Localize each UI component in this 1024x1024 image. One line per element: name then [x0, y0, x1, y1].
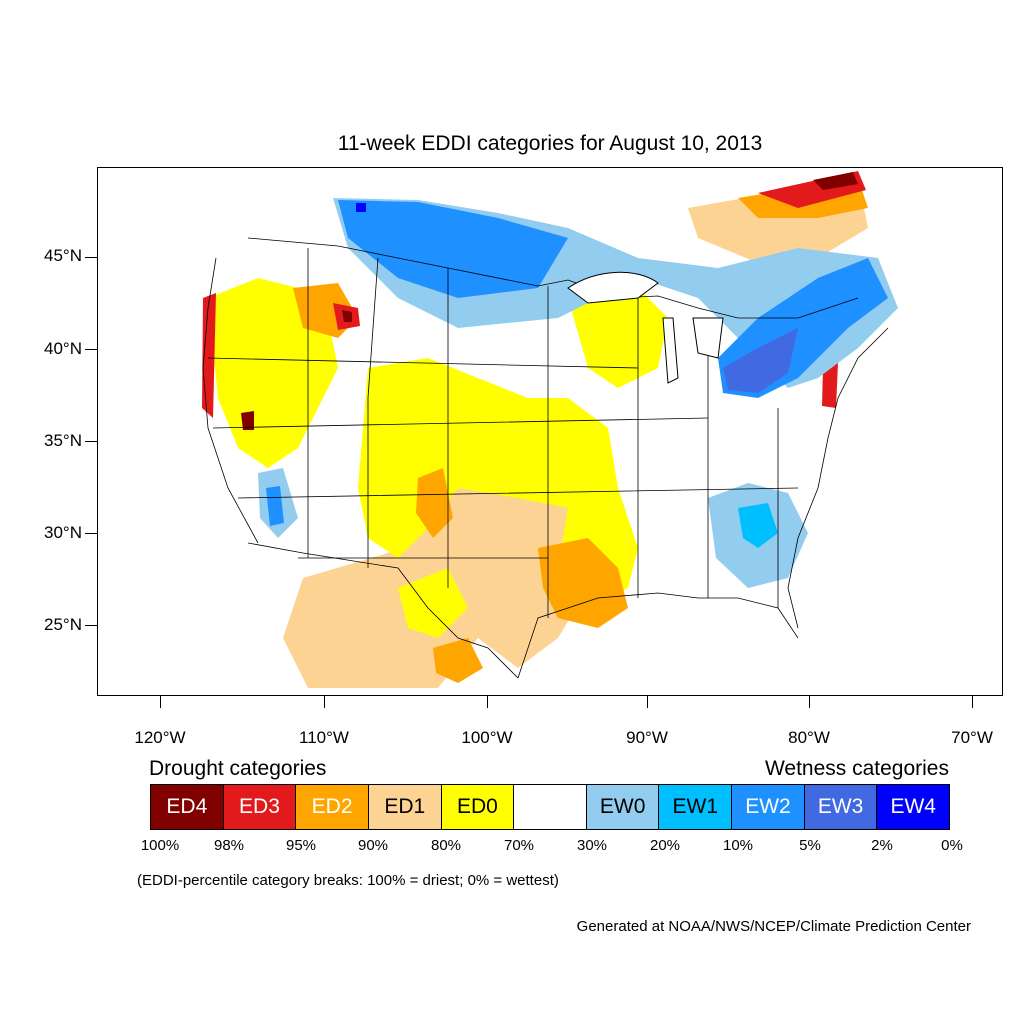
percentile-label: 95%: [285, 837, 317, 854]
ew1-southeast: [738, 503, 778, 548]
legend-cell-ew4: EW4: [877, 785, 950, 829]
percentile-label: 70%: [503, 837, 535, 854]
ed4-nevada: [241, 411, 254, 430]
legend-cell-ed1: ED1: [368, 785, 442, 829]
lon-label-70: 70°W: [951, 728, 993, 747]
lon-label-110: 110°W: [299, 728, 349, 747]
percentile-label: 5%: [799, 837, 821, 854]
lat-label-45: 45°N: [44, 246, 82, 265]
percentile-label: 90%: [357, 837, 389, 854]
lat-label-30: 30°N: [44, 523, 82, 542]
map-title: 11-week EDDI categories for August 10, 2…: [337, 132, 763, 155]
lon-label-120: 120°W: [134, 728, 186, 747]
lat-tick: [85, 625, 97, 626]
ed2-new-mexico: [416, 468, 453, 538]
percentile-label: 10%: [722, 837, 754, 854]
lake-superior: [567, 271, 659, 304]
percentile-label: 2%: [871, 837, 893, 854]
lat-tick: [85, 533, 97, 534]
percentile-label: 80%: [430, 837, 462, 854]
lon-tick: [160, 696, 161, 708]
lakes: [567, 271, 724, 384]
lon-tick: [809, 696, 810, 708]
lat-label-25: 25°N: [44, 615, 82, 634]
ew3-great-lakes: [723, 328, 798, 393]
lat-label-35: 35°N: [44, 431, 82, 450]
credit-line: Generated at NOAA/NWS/NCEP/Climate Predi…: [576, 918, 971, 935]
legend-cell-ed0: ED0: [441, 785, 515, 829]
west-coast: [202, 257, 259, 544]
lon-tick: [487, 696, 488, 708]
ed3-west-coast: [202, 293, 216, 418]
legend-color-bar: ED4 ED3 ED2 ED1 ED0 EW0 EW1 EW2 EW3 EW4: [150, 784, 950, 830]
lat-tick: [85, 257, 97, 258]
lon-tick: [647, 696, 648, 708]
percentile-label: 100%: [140, 837, 180, 854]
ed0-great-lakes: [568, 288, 668, 388]
legend-cell-normal: [514, 785, 587, 829]
legend-cell-ew0: EW0: [586, 785, 660, 829]
legend-cell-ew2: EW2: [732, 785, 805, 829]
eddi-map: [198, 171, 898, 688]
ed4-canada: [813, 172, 858, 190]
percentile-label: 20%: [649, 837, 681, 854]
ed0-west-texas: [398, 568, 468, 638]
legend-cell-ed2: ED2: [296, 785, 369, 829]
legend-cell-ew1: EW1: [659, 785, 733, 829]
lon-tick: [324, 696, 325, 708]
ew2-north: [338, 200, 568, 298]
ed3-northeast: [822, 363, 838, 408]
drought-categories-heading: Drought categories: [149, 757, 327, 780]
east-coast: [787, 327, 889, 629]
percentile-label: 30%: [576, 837, 608, 854]
state-lines-a: [307, 248, 779, 618]
map-frame: [97, 167, 1003, 696]
percentile-label: 98%: [213, 837, 245, 854]
lon-label-100: 100°W: [461, 728, 513, 747]
legend-cell-ed4: ED4: [151, 785, 224, 829]
legend-note: (EDDI-percentile category breaks: 100% =…: [137, 872, 559, 889]
lat-label-40: 40°N: [44, 339, 82, 358]
legend-cell-ew3: EW3: [804, 785, 878, 829]
legend-cell-ed3: ED3: [223, 785, 297, 829]
ed2-lower-miss: [538, 538, 628, 628]
mexico-border: [247, 542, 519, 679]
lat-tick: [85, 441, 97, 442]
lon-label-90: 90°W: [626, 728, 668, 747]
lon-label-80: 80°W: [788, 728, 830, 747]
wetness-categories-heading: Wetness categories: [764, 757, 949, 780]
percentile-label: 0%: [941, 837, 963, 854]
lake-michigan: [662, 317, 679, 384]
ed2-mexico: [433, 638, 483, 683]
lat-tick: [85, 349, 97, 350]
lake-huron: [692, 317, 724, 359]
ed4-idaho: [342, 310, 352, 322]
ew4-north: [356, 203, 366, 212]
state-lines-b: [207, 357, 799, 559]
lon-tick: [972, 696, 973, 708]
ew2-southwest: [266, 486, 284, 526]
